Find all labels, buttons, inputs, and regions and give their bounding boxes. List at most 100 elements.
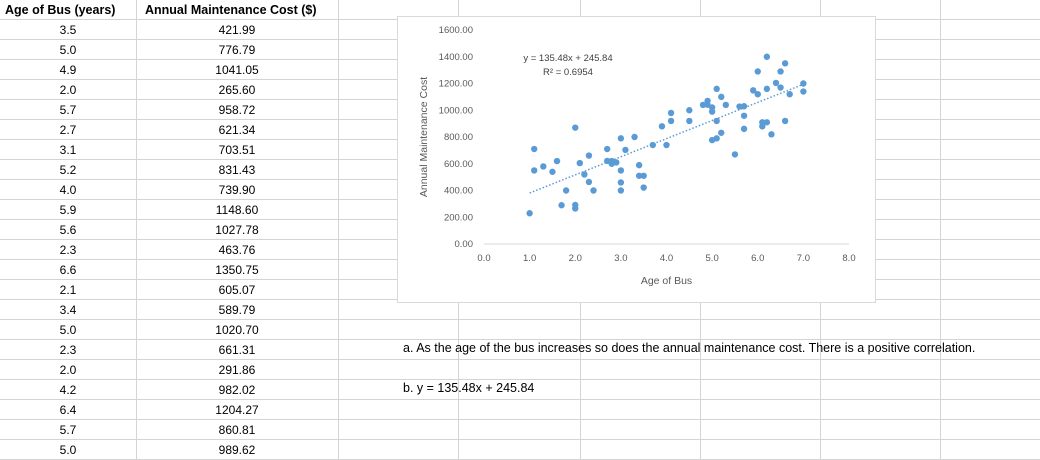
data-point — [649, 141, 657, 149]
data-point — [622, 146, 629, 154]
cell-age[interactable]: 5.0 — [59, 323, 77, 337]
data-point — [613, 159, 620, 166]
trendline — [529, 83, 804, 194]
data-point — [663, 141, 670, 149]
data-point — [754, 91, 761, 98]
cell-cost[interactable]: 421.99 — [218, 23, 256, 37]
y-tick-label: 200.00 — [444, 212, 473, 223]
cell-age[interactable]: 6.4 — [59, 403, 77, 417]
answer-a[interactable]: a. As the age of the bus increases so do… — [403, 341, 976, 355]
header-age[interactable]: Age of Bus (years) — [5, 3, 116, 17]
cell-cost[interactable]: 1148.60 — [215, 203, 259, 217]
data-point — [772, 79, 780, 87]
cell-cost[interactable]: 589.79 — [218, 303, 256, 317]
data-point — [686, 117, 693, 125]
cell-cost[interactable]: 1041.05 — [215, 63, 259, 77]
cell-age[interactable]: 5.6 — [59, 223, 77, 237]
cell-age[interactable]: 4.9 — [59, 63, 77, 77]
cell-age[interactable]: 5.7 — [59, 423, 77, 437]
data-point — [768, 131, 775, 138]
data-point — [572, 201, 579, 209]
cell-cost[interactable]: 661.31 — [218, 343, 256, 357]
cell-cost[interactable]: 1020.70 — [215, 323, 259, 337]
data-point — [740, 112, 748, 119]
data-point — [530, 145, 538, 153]
data-point — [617, 167, 625, 174]
x-tick-label: 0.0 — [477, 253, 490, 264]
cell-age[interactable]: 5.2 — [59, 163, 77, 177]
grid-col-line — [940, 0, 941, 460]
cell-age[interactable]: 4.2 — [59, 383, 77, 397]
data-point — [763, 119, 771, 126]
trendline-equation: y = 135.48x + 245.84 — [523, 53, 612, 64]
cell-age[interactable]: 2.0 — [59, 363, 77, 377]
data-point — [617, 135, 625, 142]
x-axis-title: Age of Bus — [641, 275, 692, 287]
chart-svg: 0.00 200.00 400.00 600.00 800.00 1000.00 1200.… — [418, 25, 856, 287]
cell-age[interactable]: 5.9 — [59, 203, 77, 217]
trendline-r2: R² = 0.6954 — [543, 67, 593, 78]
cell-cost[interactable]: 958.72 — [218, 103, 256, 117]
data-point — [526, 210, 533, 217]
cell-cost[interactable]: 982.02 — [218, 383, 256, 397]
data-point — [585, 178, 593, 186]
grid-col-line — [136, 0, 137, 460]
cell-cost[interactable]: 831.43 — [218, 163, 256, 177]
data-point — [640, 184, 647, 191]
x-tick-label: 8.0 — [842, 253, 855, 264]
cell-age[interactable]: 3.4 — [59, 303, 77, 317]
cell-cost[interactable]: 265.60 — [218, 83, 256, 97]
cell-cost[interactable]: 739.90 — [218, 183, 256, 197]
header-cost[interactable]: Annual Maintenance Cost ($) — [145, 3, 317, 17]
data-point — [713, 117, 720, 125]
data-point — [754, 68, 761, 75]
y-tick-label: 800.00 — [444, 132, 473, 143]
x-tick-label: 4.0 — [660, 253, 673, 264]
cell-age[interactable]: 2.3 — [59, 243, 77, 257]
cell-age[interactable]: 5.7 — [59, 103, 77, 117]
cell-cost[interactable]: 1350.75 — [215, 263, 259, 277]
cell-cost[interactable]: 860.81 — [218, 423, 256, 437]
answer-b[interactable]: b. y = 135.48x + 245.84 — [403, 381, 535, 395]
grid-row-line — [0, 340, 1040, 360]
cell-age[interactable]: 2.3 — [59, 343, 77, 357]
y-axis-title: Annual Maintenance Cost — [418, 77, 430, 197]
cell-age[interactable]: 4.0 — [59, 183, 77, 197]
data-point — [713, 135, 720, 142]
data-point — [603, 145, 611, 153]
x-tick-label: 7.0 — [797, 253, 810, 264]
cell-age[interactable]: 5.0 — [59, 43, 77, 57]
cell-age[interactable]: 6.6 — [59, 263, 77, 277]
x-tick-label: 3.0 — [614, 253, 627, 264]
cell-age[interactable]: 3.1 — [59, 143, 77, 157]
y-tick-label: 400.00 — [444, 186, 473, 197]
cell-cost[interactable]: 989.62 — [218, 443, 256, 457]
cell-cost[interactable]: 703.51 — [218, 143, 256, 157]
y-tick-label: 1200.00 — [439, 79, 473, 90]
cell-cost[interactable]: 291.86 — [218, 363, 256, 377]
data-point — [635, 172, 643, 179]
cell-age[interactable]: 5.0 — [59, 443, 77, 457]
cell-cost[interactable]: 621.34 — [218, 123, 256, 137]
data-point — [617, 187, 625, 194]
cell-cost[interactable]: 776.79 — [218, 43, 256, 57]
cell-cost[interactable]: 1027.78 — [215, 223, 259, 237]
cell-cost[interactable]: 463.76 — [218, 243, 256, 257]
cell-cost[interactable]: 605.07 — [218, 283, 256, 297]
data-point — [603, 157, 611, 165]
scatter-chart[interactable]: 0.00 200.00 400.00 600.00 800.00 1000.00 1200.… — [397, 16, 876, 303]
x-tick-label: 1.0 — [523, 253, 536, 264]
data-point — [800, 88, 807, 95]
grid-col-line — [338, 0, 339, 460]
cell-age[interactable]: 2.1 — [59, 283, 77, 297]
data-point — [572, 124, 579, 131]
data-point — [722, 101, 730, 109]
cell-age[interactable]: 2.7 — [59, 123, 77, 137]
data-point — [635, 161, 643, 169]
cell-age[interactable]: 3.5 — [59, 23, 77, 37]
x-tick-label: 2.0 — [569, 253, 582, 264]
data-point — [731, 151, 739, 158]
cell-cost[interactable]: 1204.27 — [215, 403, 259, 417]
cell-age[interactable]: 2.0 — [59, 83, 77, 97]
